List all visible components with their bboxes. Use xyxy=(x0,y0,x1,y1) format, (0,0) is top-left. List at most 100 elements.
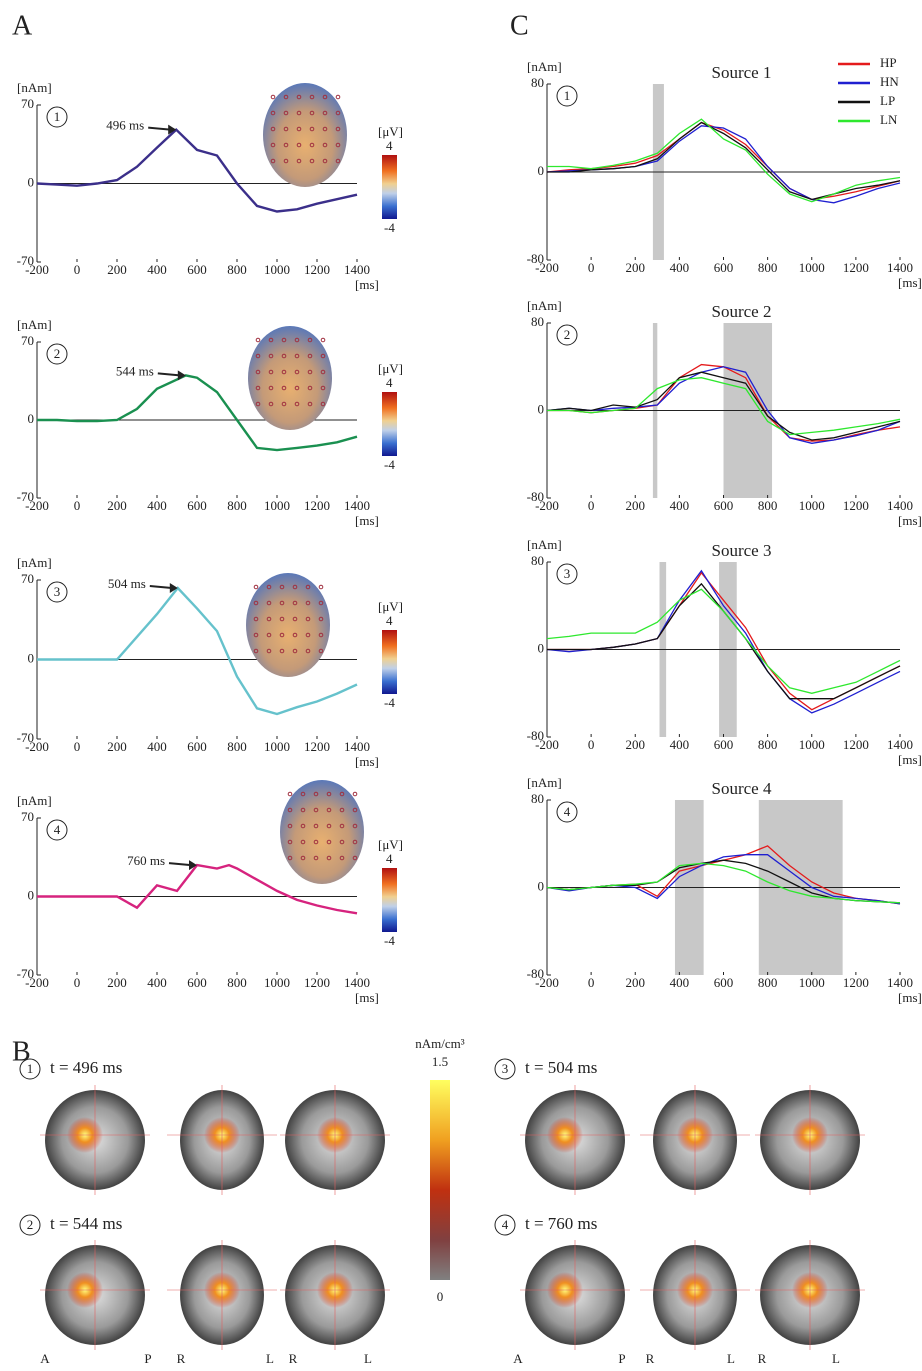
view-number: 2 xyxy=(27,1217,34,1232)
x-tick-label: 800 xyxy=(227,975,247,990)
y-tick-label: 80 xyxy=(531,75,544,90)
x-axis-label: [ms] xyxy=(355,277,379,292)
orientation-label: R xyxy=(758,1351,767,1366)
head-map xyxy=(280,780,364,884)
x-tick-label: 0 xyxy=(74,739,81,754)
y-axis-label: [nAm] xyxy=(17,317,52,332)
chart-title: Source 2 xyxy=(712,302,772,321)
x-tick-label: 1200 xyxy=(304,739,330,754)
arrow-head xyxy=(178,370,186,380)
x-axis-label: [ms] xyxy=(898,513,922,528)
chart-number: 2 xyxy=(54,346,61,361)
colorbar-max: 4 xyxy=(386,613,393,628)
x-tick-label: 1000 xyxy=(264,498,290,513)
chart-title: Source 3 xyxy=(712,541,772,560)
y-axis-label: [nAm] xyxy=(17,793,52,808)
chart-number: 1 xyxy=(564,88,571,103)
colorbar-max: 4 xyxy=(386,375,393,390)
y-tick-label: 70 xyxy=(21,809,34,824)
chart-number: 4 xyxy=(54,822,61,837)
colorbar-max: 1.5 xyxy=(432,1054,448,1069)
x-axis-label: [ms] xyxy=(355,990,379,1005)
chart-number: 3 xyxy=(54,584,61,599)
annotation-arrow xyxy=(158,373,180,375)
view-time: t = 496 ms xyxy=(50,1058,122,1077)
x-tick-label: 800 xyxy=(227,262,247,277)
electrode xyxy=(254,585,258,589)
annotation: 544 ms xyxy=(116,363,154,378)
colorbar-max: 4 xyxy=(386,138,393,153)
panel-label: C xyxy=(510,10,529,41)
x-axis-label: [ms] xyxy=(355,513,379,528)
orientation-label: P xyxy=(144,1351,151,1366)
legend-label: HN xyxy=(880,74,899,89)
series-line xyxy=(547,119,900,202)
x-tick-label: 1400 xyxy=(887,260,913,275)
x-tick-label: -200 xyxy=(25,739,49,754)
x-tick-label: 0 xyxy=(74,975,81,990)
chart-number: 2 xyxy=(564,327,571,342)
x-tick-label: 1200 xyxy=(304,975,330,990)
chart-number: 3 xyxy=(564,566,571,581)
x-tick-label: 400 xyxy=(147,262,167,277)
x-tick-label: 400 xyxy=(147,739,167,754)
colorbar-min: -4 xyxy=(384,695,395,710)
y-tick-label: 0 xyxy=(28,650,35,665)
x-tick-label: 0 xyxy=(588,260,595,275)
y-tick-label: 0 xyxy=(28,887,35,902)
x-tick-label: 1000 xyxy=(799,737,825,752)
colorbar-unit: [μV] xyxy=(378,599,403,614)
x-tick-label: 1400 xyxy=(344,262,370,277)
annotation: 496 ms xyxy=(106,118,144,133)
x-tick-label: 1400 xyxy=(344,975,370,990)
annotation-arrow xyxy=(169,863,191,865)
colorbar-min: -4 xyxy=(384,933,395,948)
view-number: 4 xyxy=(502,1217,509,1232)
y-axis-label: [nAm] xyxy=(17,80,52,95)
electrode xyxy=(353,792,357,796)
x-tick-label: 0 xyxy=(588,975,595,990)
y-tick-label: 0 xyxy=(28,174,35,189)
view-time: t = 760 ms xyxy=(525,1214,597,1233)
x-tick-label: 1400 xyxy=(887,498,913,513)
series-line xyxy=(547,846,900,904)
x-tick-label: 400 xyxy=(670,498,690,513)
x-tick-label: 600 xyxy=(187,498,207,513)
x-tick-label: 800 xyxy=(758,737,778,752)
y-axis-label: [nAm] xyxy=(527,775,562,790)
x-tick-label: 400 xyxy=(670,737,690,752)
colorbar-unit: [μV] xyxy=(378,124,403,139)
x-axis-label: [ms] xyxy=(898,275,922,290)
x-tick-label: -200 xyxy=(535,260,559,275)
orientation-label: L xyxy=(364,1351,372,1366)
x-tick-label: 600 xyxy=(714,975,734,990)
orientation-label: P xyxy=(618,1351,625,1366)
colorbar-min: -4 xyxy=(384,457,395,472)
y-tick-label: 70 xyxy=(21,96,34,111)
electrode xyxy=(288,792,292,796)
x-tick-label: 1400 xyxy=(887,975,913,990)
colorbar-unit: [μV] xyxy=(378,837,403,852)
x-tick-label: -200 xyxy=(25,498,49,513)
x-tick-label: 1000 xyxy=(264,739,290,754)
colorbar-max: 4 xyxy=(386,851,393,866)
x-tick-label: 400 xyxy=(670,260,690,275)
legend-label: LN xyxy=(880,112,898,127)
series-line xyxy=(547,123,900,200)
x-tick-label: 1000 xyxy=(799,498,825,513)
x-tick-label: 200 xyxy=(626,260,646,275)
x-tick-label: 800 xyxy=(227,739,247,754)
x-tick-label: 1000 xyxy=(799,260,825,275)
chart-title: Source 4 xyxy=(712,779,772,798)
y-tick-label: 80 xyxy=(531,791,544,806)
x-tick-label: 1200 xyxy=(843,498,869,513)
x-tick-label: -200 xyxy=(25,262,49,277)
orientation-label: L xyxy=(832,1351,840,1366)
electrode xyxy=(319,585,323,589)
y-tick-label: 0 xyxy=(28,411,35,426)
annotation: 760 ms xyxy=(127,853,165,868)
colorbar-unit: [μV] xyxy=(378,361,403,376)
x-tick-label: 1400 xyxy=(887,737,913,752)
electrode xyxy=(336,95,340,99)
colorbar xyxy=(430,1080,450,1280)
